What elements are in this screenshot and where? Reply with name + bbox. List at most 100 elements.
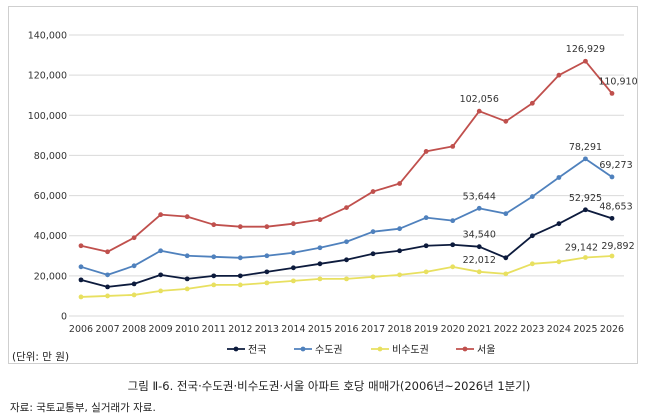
x-tick-label: 2022 [494,324,518,335]
data-label: 29,892 [601,241,634,252]
data-label: 126,929 [566,44,605,55]
data-point [105,249,110,255]
data-point [529,233,535,239]
data-point [503,211,509,217]
data-point [423,149,429,154]
series-line-4 [80,60,613,253]
data-point [291,250,296,256]
data-point [317,276,323,282]
data-point [237,224,243,230]
x-tick-label: 2014 [281,324,305,335]
legend-swatch-marker [300,346,306,352]
data-point [78,277,84,283]
data-point [184,253,190,259]
data-point [158,248,164,254]
data-point [211,254,217,260]
x-tick-label: 2018 [388,324,412,335]
data-point [370,229,376,235]
data-point [317,261,323,267]
data-point [450,218,456,224]
data-point [264,280,270,286]
x-tick-label: 2019 [414,324,438,335]
y-tick-label: 120,000 [28,71,67,82]
data-point [609,253,615,259]
data-point [158,288,164,294]
data-point [529,100,535,106]
data-point [291,265,296,271]
data-point [476,205,482,211]
data-point [423,269,429,275]
data-point [556,72,562,78]
data-point [158,212,164,218]
x-tick-label: 2013 [255,324,279,335]
data-label: 102,056 [460,94,499,105]
data-point [370,274,376,280]
data-label: 34,540 [463,230,496,241]
data-point [237,273,243,279]
data-point [556,175,562,180]
data-point [556,259,562,265]
data-point [450,143,456,149]
data-point [78,264,84,270]
figure-caption: 그림 Ⅱ-6. 전국·수도권·비수도권·서울 아파트 호당 매매가(2006년~… [127,379,531,393]
data-point [211,273,217,279]
data-label: 53,644 [463,191,496,202]
y-tick-label: 80,000 [34,151,67,162]
data-point [184,276,190,282]
x-tick-label: 2011 [202,324,226,335]
data-point [344,239,349,245]
data-label: 29,142 [565,243,598,254]
data-point [397,272,402,278]
x-tick-label: 2012 [228,324,252,335]
legend-swatch-marker [462,346,468,352]
data-point [237,255,243,261]
x-tick-label: 2008 [122,324,146,335]
data-point [344,257,349,263]
y-tick-label: 60,000 [34,191,67,202]
legend-swatch-marker [233,346,239,352]
data-point [291,278,296,284]
data-point [397,181,402,186]
data-point [503,271,509,277]
data-point [423,215,429,221]
data-point [556,221,562,227]
data-point [184,214,190,220]
data-point [264,253,270,259]
data-label: 22,012 [463,255,496,266]
x-tick-label: 2007 [95,324,119,335]
data-point [264,269,270,275]
line-chart: 0 20,000 40,000 60,000 80,000 100,000 120,000 1… [28,31,637,357]
data-point [609,90,615,96]
data-point [370,189,376,194]
data-point [583,255,588,260]
data-point [291,221,296,227]
data-point [211,222,217,228]
data-point [583,58,588,64]
data-point [476,108,482,114]
data-point [131,235,137,241]
y-tick-label: 100,000 [28,111,67,122]
data-point [503,255,509,261]
data-point [583,156,588,162]
x-tick-label: 2026 [600,324,624,335]
x-tick-label: 2009 [149,324,173,335]
data-point [78,243,84,249]
data-point [184,286,190,292]
x-tick-label: 2010 [175,324,199,335]
x-tick-label: 2006 [69,324,93,335]
data-point [78,294,84,300]
data-point [264,224,270,230]
data-point [476,244,482,250]
data-point [397,248,402,254]
y-tick-label: 140,000 [28,31,67,42]
x-tick-label: 2025 [573,324,597,335]
data-label: 52,925 [569,193,602,204]
data-point [397,226,402,232]
data-point [609,174,615,180]
x-tick-label: 2016 [334,324,358,335]
data-label: 110,910 [598,76,637,87]
source-note: 자료: 국토교통부, 실거래가 자료. [10,402,156,414]
data-point [105,272,110,278]
data-point [131,281,137,287]
data-label: 78,291 [569,142,602,153]
